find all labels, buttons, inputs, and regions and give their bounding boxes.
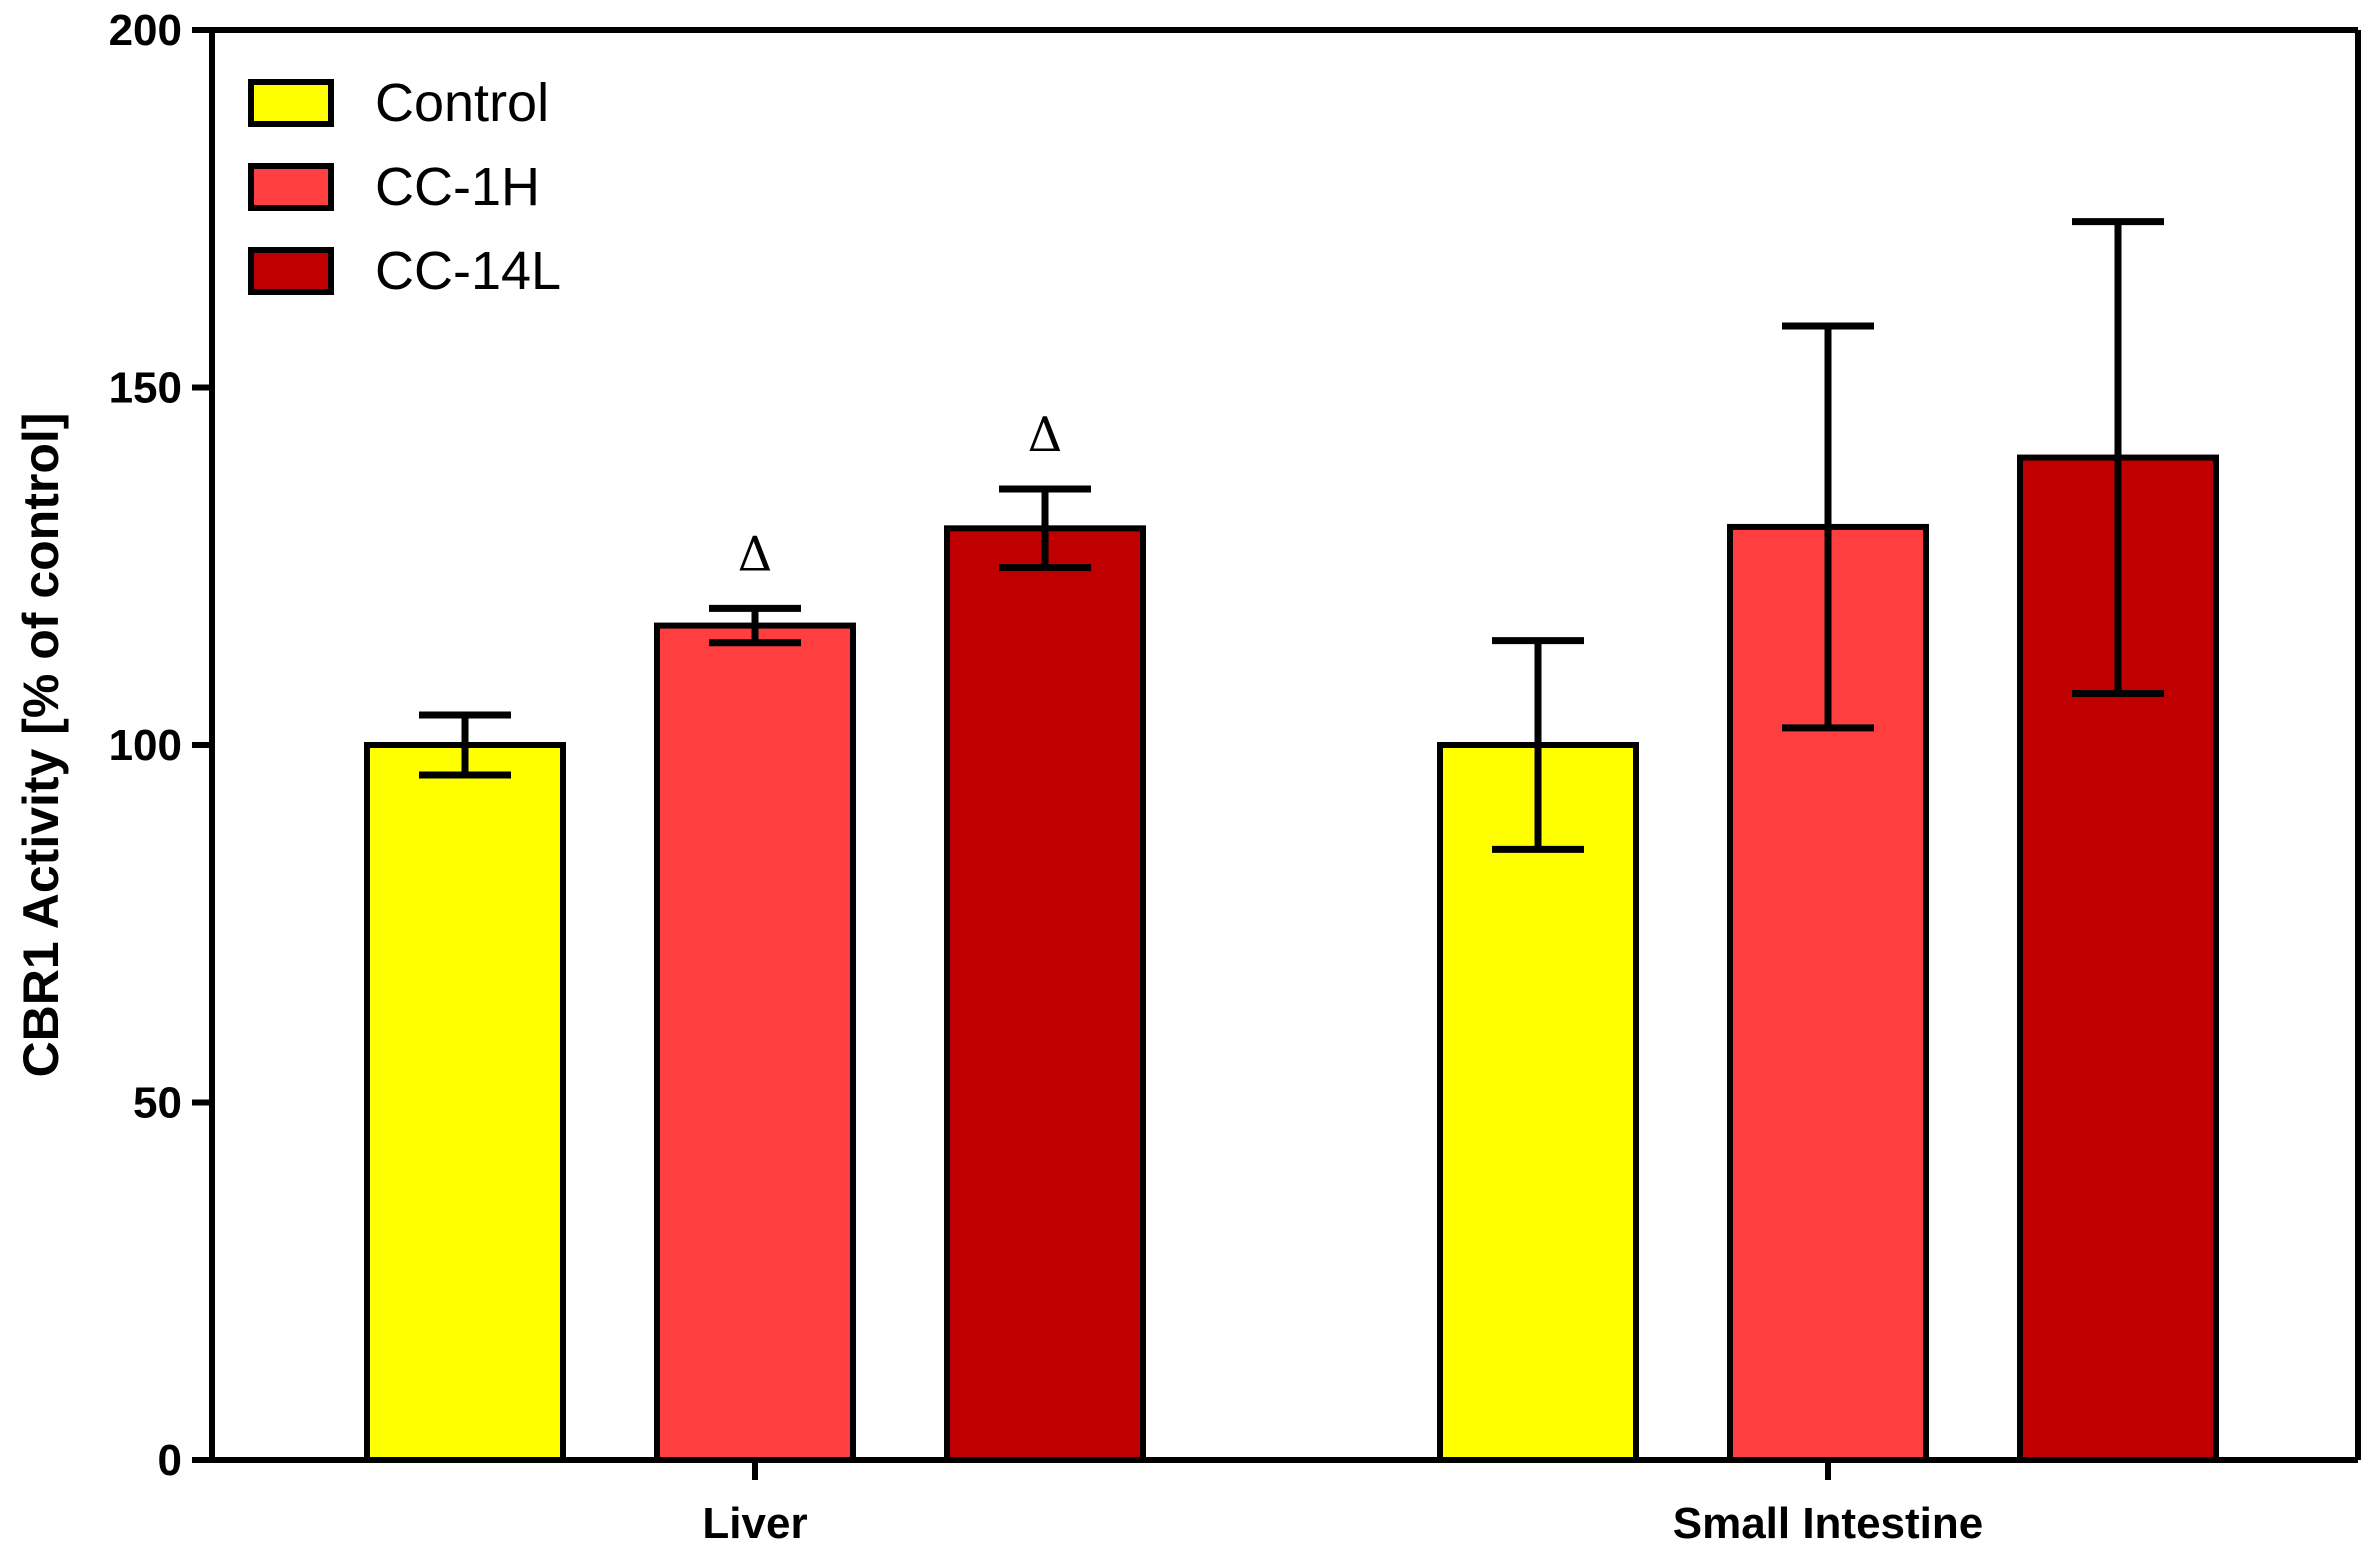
legend-swatch-cc-14l [248,247,334,295]
annotations-layer: ΔΔ [738,407,1063,582]
y-tick-label: 100 [109,721,182,770]
bar-control-small-intestine [1437,742,1639,1463]
error-bars-layer [419,218,2164,853]
y-tick-label: 0 [158,1436,182,1485]
y-tick-label: 200 [109,6,182,55]
y-axis-title: CBR1 Activity [% of control] [13,413,69,1078]
bars-layer [364,454,2219,1463]
y-tick-label: 150 [109,364,182,413]
axes-layer: 0 50 100 150 200 Liver Small Intestine [109,6,2361,1548]
x-tick-label: Small Intestine [1673,1499,1984,1548]
bar-cc-1h-liver [654,622,856,1463]
legend-label-cc-1h: CC-1H [375,157,540,217]
legend: Control CC-1H CC-14L [248,73,561,301]
legend-label-control: Control [375,73,549,133]
legend-swatch-cc-1h [248,163,334,211]
bar-control-liver [364,742,566,1463]
x-tick-label: Liver [702,1499,807,1548]
legend-label-cc-14l: CC-14L [375,241,561,301]
bar-cc-14l-liver [944,525,1146,1463]
y-tick-label: 50 [133,1079,182,1128]
legend-swatch-control [248,79,334,127]
significance-marker: Δ [738,526,773,582]
significance-marker: Δ [1028,407,1063,463]
